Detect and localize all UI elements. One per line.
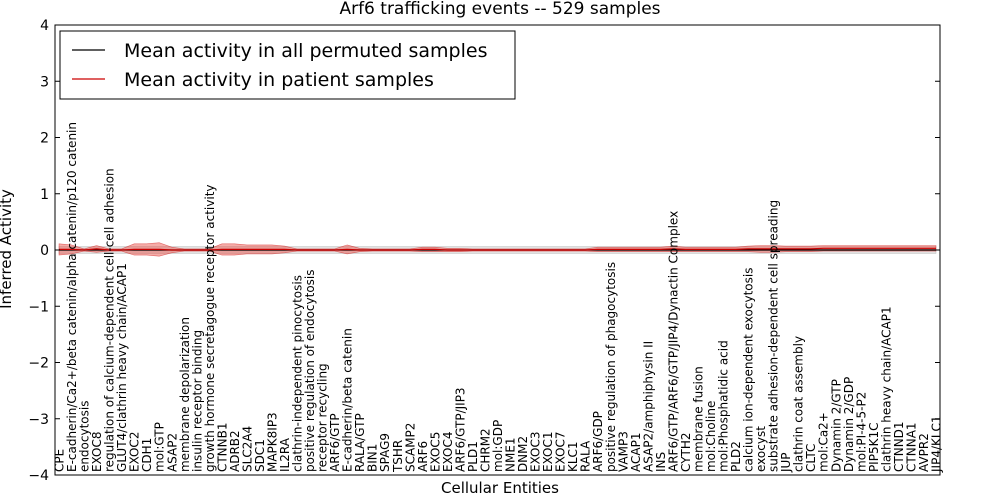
entity-label: SLC2A4 <box>240 426 254 472</box>
entity-label: positive regulation of phagocytosis <box>604 262 618 472</box>
entity-label: endocytosis <box>78 401 92 473</box>
entity-label: CTNNA1 <box>904 422 918 472</box>
entity-label: mol:GDP <box>491 420 505 472</box>
entity-label: CYTH2 <box>679 432 693 472</box>
y-tick-label: −4 <box>28 468 49 484</box>
entity-label: CDH1 <box>140 438 154 472</box>
y-tick-label: 0 <box>40 243 49 259</box>
y-tick-label: 2 <box>40 131 49 147</box>
entity-label: regulation of calcium-dependent cell-cel… <box>103 168 117 472</box>
entity-label: clathrin coat assembly <box>792 336 806 472</box>
legend-label-patient: Mean activity in patient samples <box>124 69 434 91</box>
y-tick-label: −2 <box>28 356 49 372</box>
entity-label: ACAP1 <box>629 433 643 472</box>
entity-label: clathrin-independent pinocytosis <box>291 275 305 472</box>
entity-label: EXOC7 <box>554 431 568 472</box>
chart-title: Arf6 trafficking events -- 529 samples <box>339 0 660 19</box>
x-axis-title: Cellular Entities <box>441 479 559 497</box>
entity-label: CLTC <box>804 444 818 472</box>
entity-label: substrate adhesion-dependent cell spread… <box>767 200 781 472</box>
entity-label: PIP5K1C <box>867 423 881 473</box>
entity-label: CTNND1 <box>892 421 906 472</box>
entity-label: PLD1 <box>466 441 480 472</box>
entity-label: GLUT4/clathrin heavy chain/ACAP1 <box>115 263 129 472</box>
entity-label: TSHR <box>391 440 405 473</box>
legend-label-permuted: Mean activity in all permuted samples <box>124 40 487 62</box>
entity-label: RALA/GTP <box>353 413 367 472</box>
y-tick-label: 4 <box>40 18 49 34</box>
entity-label: EXOC8 <box>90 432 104 473</box>
entity-label: CTNNB1 <box>215 422 229 472</box>
entity-label: positive regulation of endocytosis <box>303 269 317 472</box>
y-tick-label: −1 <box>28 299 49 315</box>
entity-label: mol:Ca2+ <box>817 412 831 472</box>
entity-label: VAMP3 <box>616 431 630 472</box>
y-tick-label: −3 <box>28 412 49 428</box>
entity-label: KLC1 <box>566 441 580 472</box>
entity-label: INS <box>654 452 668 472</box>
entity-label: mol:GTP <box>153 422 167 472</box>
legend: Mean activity in all permuted samples Me… <box>59 30 516 100</box>
entity-label: SPAG9 <box>378 433 392 472</box>
entity-label: E-cadherin/beta catenin <box>341 328 355 472</box>
entity-label: SCAMP2 <box>403 423 417 472</box>
entity-label: MAPK8IP3 <box>266 412 280 472</box>
entity-label: ADRB2 <box>228 430 242 472</box>
entity-label: EXOC1 <box>541 431 555 472</box>
entity-label: exocyst <box>754 426 768 472</box>
entity-label: membrane depolarization <box>178 317 192 472</box>
entity-label: calcium ion-dependent exocytosis <box>742 268 756 473</box>
entity-label: CPE <box>53 449 67 472</box>
entity-label: mol:Phosphatidic acid <box>717 340 731 472</box>
y-tick-label: 3 <box>40 74 49 90</box>
entity-label: CHRM2 <box>479 428 493 472</box>
series-lines <box>59 247 936 251</box>
entity-label: Dynamin 2/GTP <box>829 379 843 472</box>
entity-label: Dynamin 2/GDP <box>842 377 856 472</box>
entity-label: JIP4/KLC1 <box>930 415 944 473</box>
y-axis-title: Inferred Activity <box>0 189 15 309</box>
entity-label: EXOC2 <box>128 432 142 473</box>
entity-label: receptor recycling <box>316 363 330 472</box>
entity-label: ASAP2 <box>165 433 179 472</box>
entity-label: NME1 <box>504 437 518 472</box>
legend-box <box>59 30 516 100</box>
entity-label: EXOC4 <box>441 432 455 473</box>
entity-label: BIN1 <box>366 444 380 472</box>
entity-label: growth hormone secretagogue receptor act… <box>203 184 217 471</box>
entity-label: E-cadherin/Ca2+/beta catenin/alpha caten… <box>65 122 79 472</box>
entity-label: ARF6/GTP <box>328 413 342 472</box>
entity-label: ASAP2/amphiphysin II <box>641 341 655 472</box>
entity-label: ARF6/GTP/ARF6/GTP/JIP4/Dynactin Complex <box>666 211 680 472</box>
entity-label: AVPR2 <box>917 433 931 472</box>
axes: −4 −3 −2 −1 0 1 2 3 4 <box>28 18 941 484</box>
entity-label: EXOC3 <box>529 432 543 473</box>
y-tick-label: 1 <box>40 187 49 203</box>
entity-label: JUP <box>779 452 793 473</box>
entity-label: mol:PI-4-5-P2 <box>854 392 868 472</box>
entity-label: EXOC5 <box>428 432 442 473</box>
entity-label: clathrin heavy chain/ACAP1 <box>879 306 893 472</box>
entity-label: ARF6/GDP <box>591 411 605 472</box>
entity-label: IL2RA <box>278 437 292 472</box>
line-series-1 <box>59 247 936 251</box>
entity-label: membrane fusion <box>692 366 706 472</box>
entity-label: SDC1 <box>253 439 267 472</box>
entity-label: insulin receptor binding <box>190 330 204 472</box>
entity-label: PLD2 <box>729 441 743 472</box>
entity-label: mol:Choline <box>704 401 718 472</box>
entity-label: RALA <box>579 440 593 472</box>
entity-label: ARF6/GTP/JIP3 <box>453 387 467 472</box>
entity-label: ARF6 <box>416 441 430 472</box>
entity-label: DNM2 <box>516 436 530 472</box>
